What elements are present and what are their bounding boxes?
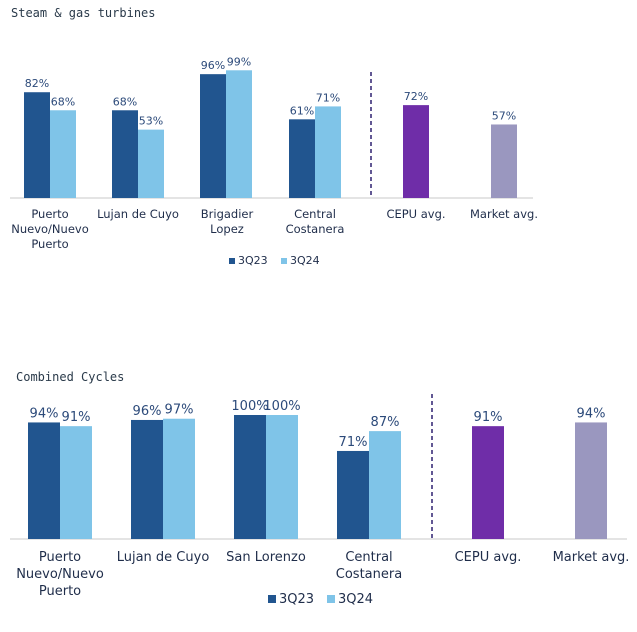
chart-1-value-label-3Q24-2: 100% — [263, 399, 300, 414]
chart-0-bar-3Q23-0 — [24, 92, 50, 198]
chart-0-category-label-3: Central Costanera — [286, 207, 345, 236]
chart-1-category-label-4: CEPU avg. — [455, 550, 522, 565]
chart-0-legend-label-0: 3Q23 — [238, 254, 268, 267]
chart-1-value-label-3Q24-3: 87% — [371, 415, 400, 430]
chart-1-value-label-3Q23-0: 94% — [30, 406, 59, 421]
chart-1-legend-label-0: 3Q23 — [279, 592, 314, 607]
chart-1-bar-3Q24-1 — [163, 418, 195, 539]
chart-0-avg-bar-1 — [491, 124, 517, 198]
chart-0-bar-3Q23-1 — [112, 110, 138, 198]
chart-0-value-label-3Q24-3: 71% — [316, 91, 340, 104]
chart-1-category-label-3: Central Costanera — [336, 550, 402, 582]
chart-1-value-label-3Q24-0: 91% — [62, 410, 91, 425]
chart-0-category-label-2: Brigadier Lopez — [201, 207, 254, 236]
chart-1-legend-swatch-0 — [268, 595, 276, 603]
chart-0-category-label-5: Market avg. — [470, 207, 538, 221]
chart-1-bar-3Q23-1 — [131, 419, 163, 539]
chart-1-avg-value-label-0: 91% — [474, 410, 503, 425]
chart-0-avg-value-label-0: 72% — [404, 90, 428, 103]
chart-0-bar-3Q23-3 — [289, 119, 315, 198]
chart-0-bar-3Q24-3 — [315, 106, 341, 198]
chart-1-legend-label-1: 3Q24 — [338, 592, 373, 607]
chart-1-category-label-0: Puerto Nuevo/Nuevo Puerto — [16, 550, 104, 599]
chart-0-bar-3Q24-0 — [50, 110, 76, 198]
chart-1-title: Combined Cycles — [16, 370, 124, 384]
chart-0-legend-swatch-0 — [229, 258, 235, 264]
chart-0-legend-label-1: 3Q24 — [290, 254, 320, 267]
chart-1-value-label-3Q23-2: 100% — [231, 399, 268, 414]
chart-1-category-label-5: Market avg. — [553, 550, 630, 565]
chart-1-legend-swatch-1 — [327, 595, 335, 603]
chart-1-bar-3Q24-3 — [369, 431, 401, 539]
chart-1-value-label-3Q24-1: 97% — [165, 403, 194, 418]
chart-1-category-label-2: San Lorenzo — [226, 550, 306, 565]
chart-1-bar-3Q24-0 — [60, 426, 92, 539]
chart-0-bar-3Q24-1 — [138, 129, 164, 198]
chart-0-bar-3Q23-2 — [200, 74, 226, 198]
chart-1-bar-3Q24-2 — [266, 415, 298, 539]
chart-0-legend-swatch-1 — [281, 258, 287, 264]
chart-1-bar-3Q23-3 — [337, 450, 369, 539]
chart-0-value-label-3Q23-1: 68% — [113, 95, 137, 108]
chart-0-value-label-3Q24-1: 53% — [139, 115, 163, 128]
chart-0-category-label-4: CEPU avg. — [386, 207, 445, 221]
chart-0-value-label-3Q23-2: 96% — [201, 59, 225, 72]
chart-0-value-label-3Q23-0: 82% — [25, 77, 49, 90]
chart-0-avg-bar-0 — [403, 105, 429, 198]
chart-0-avg-value-label-1: 57% — [492, 109, 516, 122]
chart-0-category-label-1: Lujan de Cuyo — [97, 207, 179, 221]
chart-0-value-label-3Q24-0: 68% — [51, 95, 75, 108]
chart-1-value-label-3Q23-3: 71% — [339, 435, 368, 450]
chart-1-category-label-1: Lujan de Cuyo — [117, 550, 210, 565]
chart-1-value-label-3Q23-1: 96% — [133, 404, 162, 419]
chart-1-bar-3Q23-2 — [234, 415, 266, 539]
chart-1-avg-value-label-1: 94% — [577, 406, 606, 421]
chart-1-bar-3Q23-0 — [28, 422, 60, 539]
chart-0-value-label-3Q24-2: 99% — [227, 55, 251, 68]
chart-1-avg-bar-1 — [575, 422, 607, 539]
chart-0-bar-3Q24-2 — [226, 70, 252, 198]
chart-0-value-label-3Q23-3: 61% — [290, 104, 314, 117]
chart-0-category-label-0: Puerto Nuevo/Nuevo Puerto — [11, 207, 89, 251]
chart-0-title: Steam & gas turbines — [11, 6, 156, 20]
chart-1-avg-bar-0 — [472, 426, 504, 539]
